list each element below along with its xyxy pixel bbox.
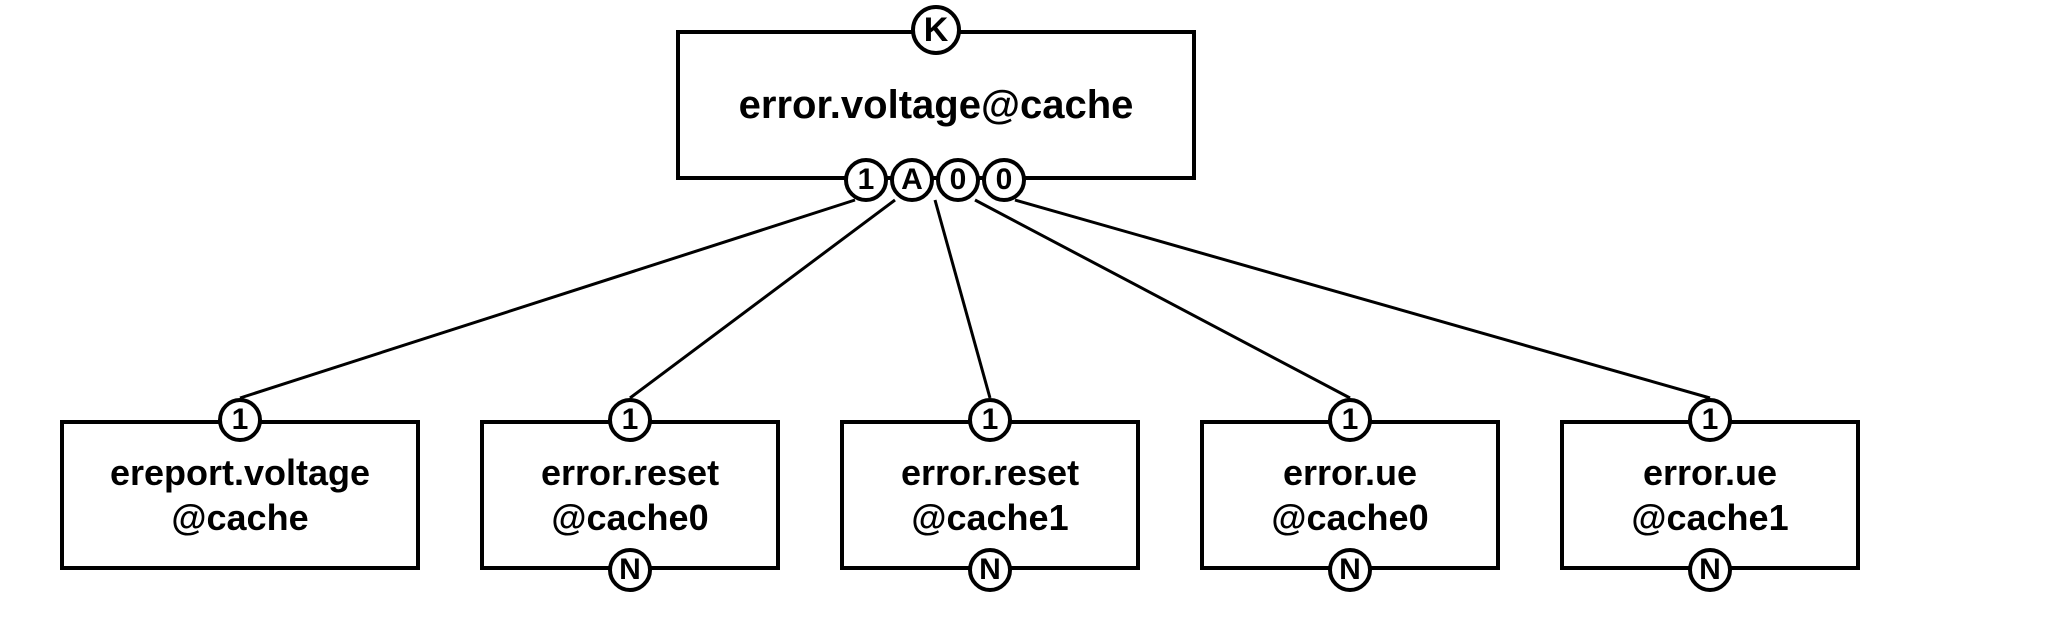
- child-label-line2: @cache: [171, 495, 308, 540]
- child-label-line2: @cache1: [911, 495, 1068, 540]
- badge-c2-bottom: N: [968, 548, 1012, 592]
- child-label-line1: error.reset: [541, 450, 719, 495]
- badge-c3-top: 1: [1328, 398, 1372, 442]
- edge-c1: [630, 200, 895, 398]
- child-label-line1: error.reset: [901, 450, 1079, 495]
- badge-root-top: K: [911, 5, 961, 55]
- edge-c0: [240, 200, 855, 398]
- child-label-line1: error.ue: [1643, 450, 1777, 495]
- child-node-c0: ereport.voltage@cache: [60, 420, 420, 570]
- badge-c4-bottom: N: [1688, 548, 1732, 592]
- badge-c0-top: 1: [218, 398, 262, 442]
- child-label-line1: ereport.voltage: [110, 450, 370, 495]
- badge-c1-top: 1: [608, 398, 652, 442]
- badge-root-bottom-1: A: [890, 158, 934, 202]
- edge-c4: [1015, 200, 1710, 398]
- child-label-line2: @cache0: [551, 495, 708, 540]
- child-label-line2: @cache1: [1631, 495, 1788, 540]
- edge-c3: [975, 200, 1350, 398]
- badge-c2-top: 1: [968, 398, 1012, 442]
- child-label-line1: error.ue: [1283, 450, 1417, 495]
- badge-c4-top: 1: [1688, 398, 1732, 442]
- badge-c1-bottom: N: [608, 548, 652, 592]
- badge-root-bottom-3: 0: [982, 158, 1026, 202]
- edge-c2: [935, 200, 990, 398]
- badge-root-bottom-2: 0: [936, 158, 980, 202]
- child-label-line2: @cache0: [1271, 495, 1428, 540]
- badge-c3-bottom: N: [1328, 548, 1372, 592]
- root-label: error.voltage@cache: [739, 80, 1134, 130]
- badge-root-bottom-0: 1: [844, 158, 888, 202]
